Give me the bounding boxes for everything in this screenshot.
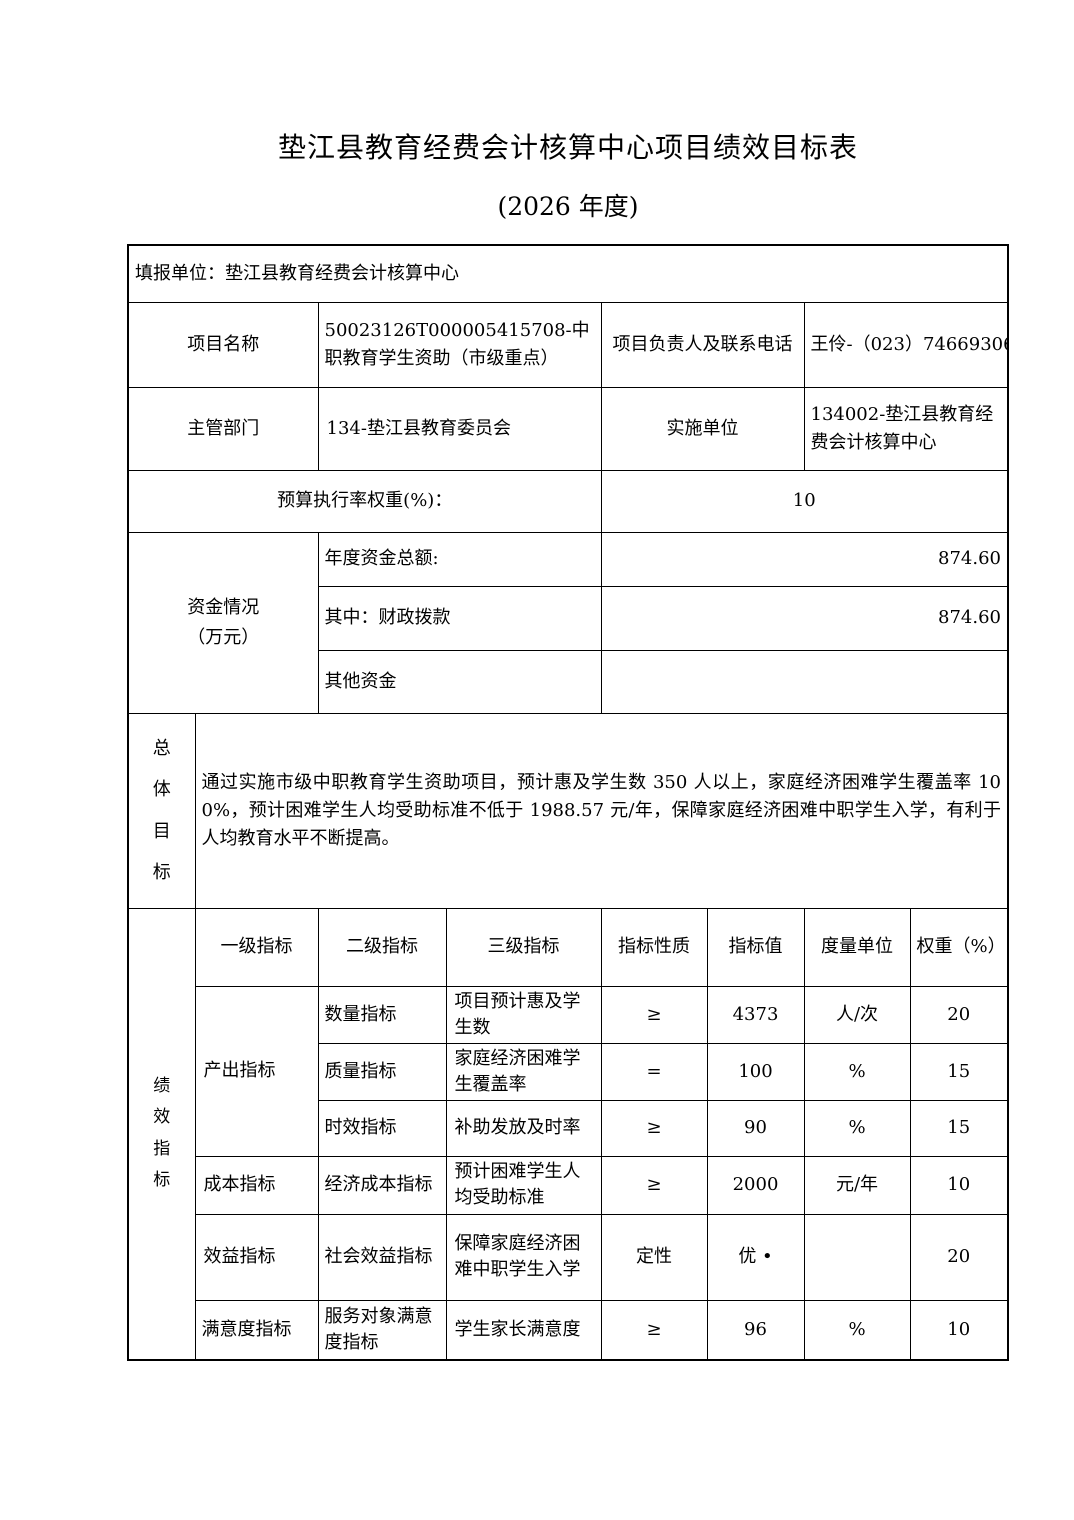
indicator-level3: 保障家庭经济困难中职学生入学 (445, 1213, 602, 1301)
funding-other-value (600, 649, 1009, 714)
indicator-unit: 元/年 (803, 1155, 911, 1215)
performance-indicators-label-cell: 绩效指标 (127, 907, 196, 1361)
indicator-weight: 20 (909, 985, 1009, 1044)
indicator-level2: 质量指标 (317, 1042, 447, 1101)
project-manager-value: 王伶-（023）74669306 (803, 301, 1009, 388)
project-name-value: 50023126T000005415708-中职教育学生资助（市级重点） (317, 301, 602, 388)
funding-label-line1: 资金情况 (187, 596, 260, 618)
indicator-weight: 20 (909, 1213, 1009, 1301)
indicator-level1: 效益指标 (194, 1213, 319, 1301)
indicator-unit: % (803, 1299, 911, 1361)
indicator-value: 优 • (706, 1213, 805, 1301)
col-header-level3: 三级指标 (445, 907, 602, 987)
col-header-value: 指标值 (706, 907, 805, 987)
dept-label: 主管部门 (127, 386, 319, 471)
impl-unit-value: 134002-垫江县教育经费会计核算中心 (803, 386, 1009, 471)
indicator-weight: 10 (909, 1155, 1009, 1215)
indicator-level3: 预计困难学生人均受助标准 (445, 1155, 602, 1215)
funding-total-label: 年度资金总额: (317, 531, 602, 587)
indicator-value: 96 (706, 1299, 805, 1361)
performance-target-table: 填报单位：垫江县教育经费会计核算中心 项目名称 50023126T0000054… (127, 244, 1009, 1361)
indicator-level3: 学生家长满意度 (445, 1299, 602, 1361)
indicator-nature: ≥ (600, 1155, 708, 1215)
indicator-level1: 成本指标 (194, 1155, 319, 1215)
indicator-nature: = (600, 1042, 708, 1101)
indicator-unit: % (803, 1099, 911, 1157)
col-header-level2: 二级指标 (317, 907, 447, 987)
col-header-unit: 度量单位 (803, 907, 911, 987)
indicator-nature: 定性 (600, 1213, 708, 1301)
document-subtitle: (2026 年度) (497, 192, 639, 221)
overall-goal-text: 通过实施市级中职教育学生资助项目，预计惠及学生数 350 人以上，家庭经济困难学… (194, 712, 1009, 909)
col-header-nature: 指标性质 (600, 907, 708, 987)
overall-goal-label-cell: 总体目标 (127, 712, 196, 909)
funding-label-line2: （万元） (187, 626, 260, 648)
indicator-unit: 人/次 (803, 985, 911, 1044)
indicator-level3: 家庭经济困难学生覆盖率 (445, 1042, 602, 1101)
overall-goal-label: 总体目标 (152, 737, 171, 883)
funding-fiscal-label: 其中：财政拨款 (317, 585, 602, 651)
indicator-level1: 产出指标 (194, 985, 319, 1157)
document-title: 垫江县教育经费会计核算中心项目绩效目标表 (277, 131, 858, 164)
project-manager-label: 项目负责人及联系电话 (600, 301, 805, 388)
indicator-level2: 时效指标 (317, 1099, 447, 1157)
indicator-unit (803, 1213, 911, 1301)
col-header-level1: 一级指标 (194, 907, 319, 987)
indicator-value: 90 (706, 1099, 805, 1157)
dept-value: 134-垫江县教育委员会 (317, 386, 602, 471)
indicator-level1: 满意度指标 (194, 1299, 319, 1361)
performance-indicators-label: 绩效指标 (153, 1075, 171, 1191)
indicator-level3: 项目预计惠及学生数 (445, 985, 602, 1044)
project-name-label: 项目名称 (127, 301, 319, 388)
indicator-level2: 服务对象满意度指标 (317, 1299, 447, 1361)
indicator-level2: 经济成本指标 (317, 1155, 447, 1215)
indicator-nature: ≥ (600, 1099, 708, 1157)
indicator-weight: 15 (909, 1042, 1009, 1101)
indicator-weight: 15 (909, 1099, 1009, 1157)
indicator-value: 2000 (706, 1155, 805, 1215)
budget-rate-value: 10 (600, 469, 1009, 533)
indicator-value: 100 (706, 1042, 805, 1101)
indicator-nature: ≥ (600, 1299, 708, 1361)
funding-other-label: 其他资金 (317, 649, 602, 714)
indicator-level3: 补助发放及时率 (445, 1099, 602, 1157)
indicator-value: 4373 (706, 985, 805, 1044)
budget-rate-label: 预算执行率权重(%)： (127, 469, 602, 533)
impl-unit-label: 实施单位 (600, 386, 805, 471)
funding-label: 资金情况 （万元） (127, 531, 319, 714)
indicator-weight: 10 (909, 1299, 1009, 1361)
indicator-nature: ≥ (600, 985, 708, 1044)
col-header-weight: 权重（%） (909, 907, 1009, 987)
indicator-level2: 社会效益指标 (317, 1213, 447, 1301)
reporting-unit-cell: 填报单位：垫江县教育经费会计核算中心 (127, 244, 1009, 303)
document-content: 垫江县教育经费会计核算中心项目绩效目标表 (2026 年度) 填报单位：垫江县教… (127, 0, 1009, 1361)
funding-total-value: 874.60 (600, 531, 1009, 587)
funding-fiscal-value: 874.60 (600, 585, 1009, 651)
indicator-level2: 数量指标 (317, 985, 447, 1044)
indicator-unit: % (803, 1042, 911, 1101)
